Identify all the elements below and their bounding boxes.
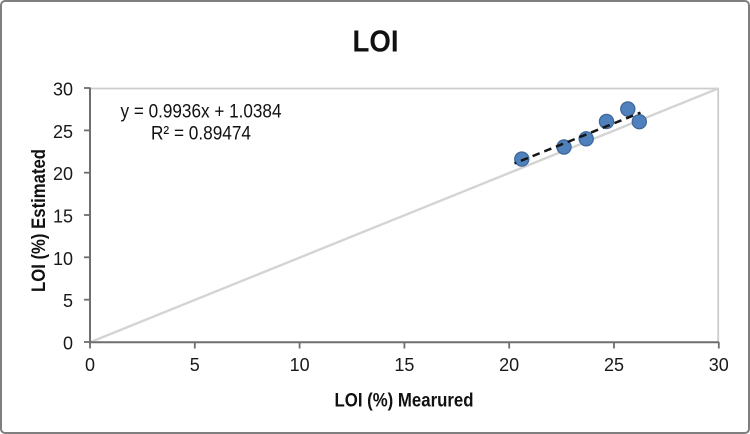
svg-text:15: 15 [394,355,414,375]
svg-text:30: 30 [53,80,73,100]
svg-text:5: 5 [63,291,73,311]
svg-text:y = 0.9936x + 1.0384: y = 0.9936x + 1.0384 [121,102,282,123]
svg-text:LOI (%) Estimated: LOI (%) Estimated [29,149,50,292]
svg-text:15: 15 [53,207,73,227]
svg-text:20: 20 [53,164,73,184]
svg-text:30: 30 [709,355,729,375]
svg-text:20: 20 [499,355,519,375]
svg-text:R² = 0.89474: R² = 0.89474 [151,124,251,145]
svg-text:LOI: LOI [353,24,399,59]
svg-text:5: 5 [190,355,200,375]
svg-text:LOI (%) Mearured: LOI (%) Mearured [335,391,474,412]
svg-text:0: 0 [63,334,73,354]
svg-text:10: 10 [290,355,310,375]
svg-text:25: 25 [53,122,73,142]
svg-text:25: 25 [604,355,624,375]
svg-text:0: 0 [85,355,95,375]
svg-text:10: 10 [53,249,73,269]
